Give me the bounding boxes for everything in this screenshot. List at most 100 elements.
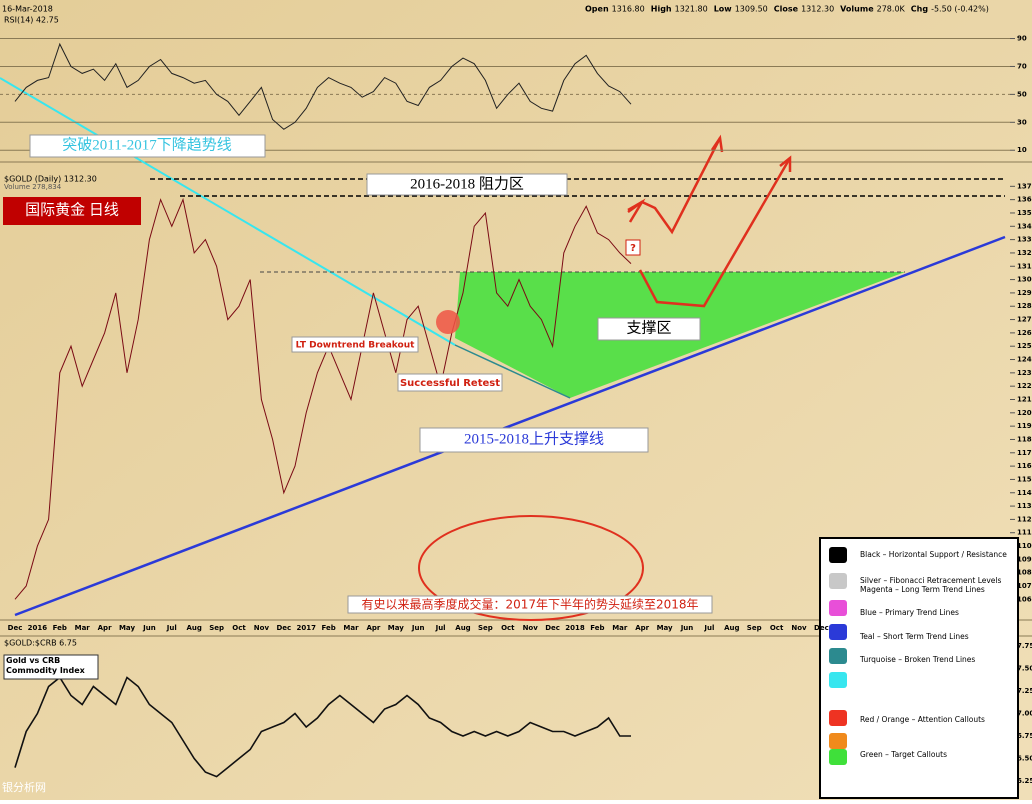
legend-swatch bbox=[829, 733, 847, 749]
x-tick-label: Mar bbox=[612, 624, 628, 632]
legend-swatch bbox=[829, 624, 847, 640]
quote-value: 278.0K bbox=[877, 5, 906, 14]
legend-label: Black – Horizontal Support / Resistance bbox=[860, 550, 1007, 559]
x-tick-label: Nov bbox=[791, 624, 807, 632]
x-tick-label: Feb bbox=[590, 624, 604, 632]
x-tick-label: Apr bbox=[635, 624, 649, 632]
y-tick-label: 132 bbox=[1017, 249, 1032, 257]
annotation: ? bbox=[630, 243, 636, 254]
annotation-box bbox=[625, 239, 641, 256]
y-tick-label: 133 bbox=[1017, 236, 1032, 244]
y-tick-label: 137 bbox=[1017, 182, 1032, 190]
x-tick-label: 2018 bbox=[565, 624, 585, 632]
annotation: Gold vs CRB Commodity Index bbox=[6, 656, 85, 675]
x-tick-label: Apr bbox=[366, 624, 380, 632]
quote-label: Low bbox=[714, 5, 733, 14]
quote-label: High bbox=[651, 5, 672, 14]
y-tick-label: 125 bbox=[1017, 342, 1032, 350]
legend bbox=[819, 537, 1019, 799]
y-tick-label: 118 bbox=[1017, 435, 1032, 443]
x-tick-label: 2017 bbox=[296, 624, 316, 632]
x-tick-label: Jun bbox=[680, 624, 694, 632]
annotation-box bbox=[291, 336, 419, 353]
series-line bbox=[14, 42, 632, 130]
annotation: 2016-2018 阻力区 bbox=[410, 175, 524, 192]
y-tick-label: 115 bbox=[1017, 475, 1032, 483]
quote-value: 1309.50 bbox=[735, 5, 768, 14]
quote-label: Chg bbox=[911, 5, 929, 14]
x-tick-label: Nov bbox=[523, 624, 539, 632]
y-tick-label: 136 bbox=[1017, 196, 1032, 204]
annotation: 支撑区 bbox=[626, 319, 671, 336]
y-tick-label: 131 bbox=[1017, 262, 1032, 270]
annotation-wrap: Gold vs CRB Commodity Index bbox=[6, 656, 85, 675]
x-tick-label: Jun bbox=[411, 624, 425, 632]
legend-label: Teal – Short Term Trend Lines bbox=[859, 632, 969, 641]
annotation: 有史以来最高季度成交量：2017年下半年的势头延续至2018年 bbox=[361, 597, 698, 612]
y-tick-label: 112 bbox=[1017, 515, 1032, 523]
y-tick-label: 90 bbox=[1017, 35, 1027, 43]
x-tick-label: Oct bbox=[232, 624, 246, 632]
quote-value: 1312.30 bbox=[801, 5, 834, 14]
panel-title: RSI(14) 42.75 bbox=[4, 16, 59, 25]
x-tick-label: Jul bbox=[703, 624, 714, 632]
annotation-box bbox=[597, 317, 701, 341]
watermark: 银分析网 bbox=[2, 780, 46, 794]
annotation-box bbox=[29, 134, 266, 158]
y-tick-label: 7.50 bbox=[1017, 664, 1032, 672]
x-tick-label: Apr bbox=[98, 624, 112, 632]
panel-subtitle: Volume 278,834 bbox=[4, 183, 62, 191]
quote-label: Open bbox=[585, 5, 609, 14]
x-tick-label: Jul bbox=[166, 624, 177, 632]
x-tick-label: Aug bbox=[455, 624, 470, 632]
quote-value: 1321.80 bbox=[675, 5, 708, 14]
x-tick-label: Feb bbox=[321, 624, 335, 632]
title-badge bbox=[3, 197, 141, 225]
legend-label: Blue – Primary Trend Lines bbox=[860, 608, 959, 617]
annotation-box bbox=[366, 173, 568, 196]
x-tick-label: Jun bbox=[142, 624, 156, 632]
x-tick-label: Sep bbox=[209, 624, 224, 632]
y-tick-label: 109 bbox=[1017, 555, 1032, 563]
x-tick-label: Dec bbox=[8, 624, 23, 632]
y-tick-label: 6.50 bbox=[1017, 755, 1032, 763]
y-tick-label: 106 bbox=[1017, 595, 1032, 603]
x-tick-label: Jul bbox=[435, 624, 446, 632]
y-tick-label: 119 bbox=[1017, 422, 1032, 430]
y-tick-label: 6.25 bbox=[1017, 777, 1032, 785]
legend-swatch bbox=[829, 672, 847, 688]
y-tick-label: 30 bbox=[1017, 118, 1027, 126]
x-tick-label: Sep bbox=[478, 624, 493, 632]
x-tick-label: Aug bbox=[724, 624, 739, 632]
quote-label: Close bbox=[774, 5, 799, 14]
x-tick-label: Mar bbox=[343, 624, 359, 632]
y-tick-label: 116 bbox=[1017, 462, 1032, 470]
title-badge-text: 国际黄金 日线 bbox=[25, 201, 119, 218]
annotation: 突破2011-2017下降趋势线 bbox=[62, 136, 231, 153]
x-tick-label: Sep bbox=[747, 624, 762, 632]
quote-label: Volume bbox=[840, 5, 874, 14]
volume-callout bbox=[418, 515, 644, 621]
annotation: 2015-2018上升支撑线 bbox=[464, 430, 604, 447]
x-tick-label: Feb bbox=[53, 624, 67, 632]
primary-trend-line bbox=[14, 235, 1006, 617]
x-tick-label: May bbox=[119, 624, 135, 632]
y-tick-label: 110 bbox=[1017, 542, 1032, 550]
legend-swatch bbox=[829, 547, 847, 563]
x-tick-label: Aug bbox=[186, 624, 201, 632]
x-tick-label: Mar bbox=[75, 624, 91, 632]
series-line bbox=[14, 676, 631, 778]
y-tick-label: 126 bbox=[1017, 329, 1032, 337]
y-tick-label: 122 bbox=[1017, 382, 1032, 390]
y-tick-label: 128 bbox=[1017, 302, 1032, 310]
y-tick-label: 7.25 bbox=[1017, 687, 1032, 695]
x-tick-label: Dec bbox=[545, 624, 560, 632]
legend-swatch bbox=[829, 600, 847, 616]
x-tick-label: Dec bbox=[814, 624, 829, 632]
y-tick-label: 113 bbox=[1017, 502, 1032, 510]
legend-label: Silver – Fibonacci Retracement Levels bbox=[860, 576, 1001, 585]
y-tick-label: 111 bbox=[1017, 529, 1032, 537]
legend-swatch bbox=[829, 648, 847, 664]
annotation: LT Downtrend Breakout bbox=[296, 341, 416, 351]
x-tick-label: Oct bbox=[501, 624, 515, 632]
